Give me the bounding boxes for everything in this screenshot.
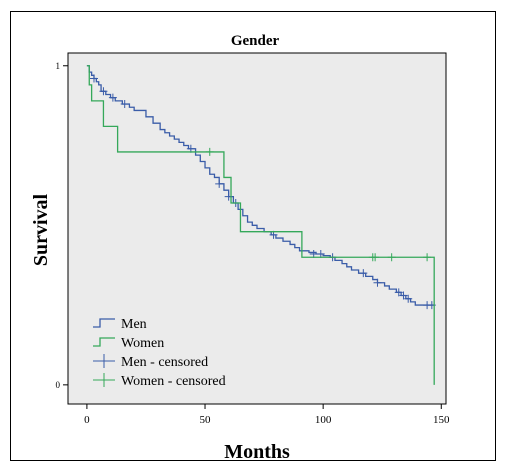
censored-mark-men bbox=[120, 100, 129, 109]
y-axis-label: Survival bbox=[30, 193, 52, 266]
x-tick-label: 50 bbox=[200, 414, 212, 426]
legend-label: Men - censored bbox=[121, 355, 208, 370]
censored-mark-men bbox=[399, 291, 408, 300]
legend-swatch-cross bbox=[93, 373, 115, 387]
legend-label: Women bbox=[121, 336, 164, 351]
x-tick-label: 0 bbox=[84, 414, 90, 426]
censored-mark-men bbox=[373, 278, 382, 287]
censored-mark-women bbox=[205, 147, 214, 156]
x-axis-label: Months bbox=[224, 441, 290, 463]
legend-label: Women - censored bbox=[121, 374, 226, 389]
y-tick-label: 0 bbox=[56, 380, 61, 390]
legend-swatch-cross bbox=[93, 354, 115, 368]
survival-curve-women bbox=[86, 65, 435, 385]
legend: Men Women Men - censored Women - censored bbox=[93, 317, 226, 389]
chart-title: Gender bbox=[231, 33, 280, 49]
y-tick-label: 1 bbox=[56, 61, 61, 71]
censored-mark-men bbox=[359, 269, 368, 278]
legend-label: Men bbox=[121, 317, 147, 332]
censored-mark-men bbox=[108, 93, 117, 102]
censored-mark-women bbox=[387, 253, 396, 262]
censored-mark-men bbox=[404, 294, 413, 303]
censored-mark-men bbox=[89, 74, 98, 83]
x-tick-label: 100 bbox=[315, 414, 332, 426]
censored-mark-men bbox=[394, 288, 403, 297]
censored-mark-men bbox=[215, 179, 224, 188]
legend-swatch-step bbox=[93, 337, 115, 347]
censored-mark-men bbox=[99, 87, 108, 96]
censored-mark-women bbox=[423, 253, 432, 262]
censored-mark-women bbox=[371, 253, 380, 262]
x-tick-label: 150 bbox=[433, 414, 450, 426]
legend-swatch-step bbox=[93, 318, 115, 328]
